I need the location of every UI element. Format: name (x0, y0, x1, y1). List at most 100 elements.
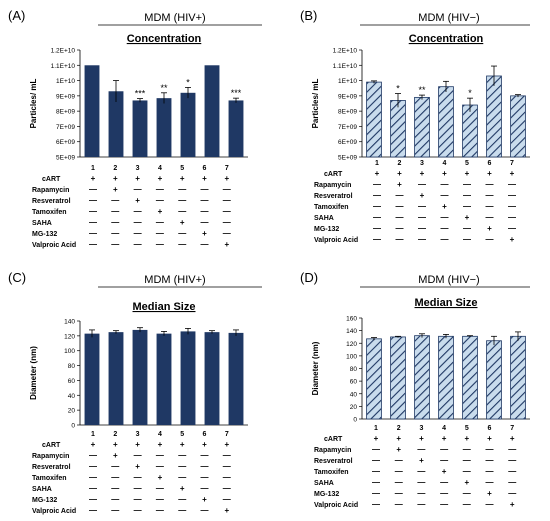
lane-number: 5 (180, 431, 184, 438)
treatment-sign: — (373, 235, 381, 244)
treatment-sign: — (156, 495, 164, 504)
treatment-sign: — (223, 473, 231, 482)
treatment-sign: — (486, 213, 494, 222)
y-tick-label: 7E+09 (338, 124, 357, 131)
y-tick-label: 5E+09 (338, 155, 357, 162)
lane-number: 1 (374, 425, 378, 432)
treatment-label: Rapamycin (32, 187, 69, 194)
lane-number: 1 (91, 165, 95, 172)
y-tick-label: 6E+09 (338, 139, 357, 146)
treatment-sign: — (486, 467, 494, 476)
bar-7 (510, 95, 526, 158)
treatment-sign: — (111, 473, 119, 482)
lane-number: 2 (397, 425, 401, 432)
lane-number: 3 (136, 431, 140, 438)
treatment-sign: — (486, 500, 494, 509)
treatment-sign: + (442, 169, 447, 178)
treatment-sign: + (113, 440, 118, 449)
bar-6 (486, 75, 502, 158)
treatment-sign: — (178, 240, 186, 249)
y-tick-label: 0 (71, 423, 75, 430)
treatment-sign: — (441, 224, 449, 233)
treatment-sign: — (372, 456, 380, 465)
treatment-sign: — (134, 185, 142, 194)
treatment-sign: — (508, 213, 516, 222)
treatment-sign: + (465, 169, 470, 178)
treatment-sign: — (156, 462, 164, 471)
bar-6 (204, 65, 220, 157)
treatment-label: cART (324, 436, 343, 443)
treatment-sign: — (201, 473, 209, 482)
treatment-sign: — (486, 202, 494, 211)
treatment-sign: + (158, 473, 163, 482)
treatment-sign: — (178, 207, 186, 216)
y-tick-label: 1E+10 (56, 78, 75, 85)
treatment-sign: — (372, 478, 380, 487)
treatment-sign: + (464, 478, 469, 487)
treatment-sign: — (463, 456, 471, 465)
treatment-sign: + (113, 174, 118, 183)
y-tick-label: 40 (68, 393, 76, 400)
treatment-sign: — (89, 218, 97, 227)
y-tick-label: 1.1E+10 (333, 63, 358, 70)
treatment-label: Rapamycin (32, 453, 69, 460)
lane-number: 3 (419, 425, 423, 432)
treatment-sign: — (440, 489, 448, 498)
treatment-sign: — (486, 478, 494, 487)
treatment-sign: + (224, 440, 229, 449)
treatment-sign: + (202, 229, 207, 238)
treatment-sign: — (111, 484, 119, 493)
treatment-sign: — (372, 445, 380, 454)
y-tick-label: 120 (346, 341, 357, 348)
lane-number: 7 (510, 425, 514, 432)
treatment-sign: + (158, 174, 163, 183)
treatment-sign: — (396, 224, 404, 233)
treatment-sign: — (508, 445, 516, 454)
treatment-sign: + (135, 174, 140, 183)
treatment-label: Valproic Acid (314, 237, 358, 244)
treatment-sign: + (420, 169, 425, 178)
lane-number: 2 (113, 165, 117, 172)
treatment-sign: + (135, 196, 140, 205)
treatment-sign: — (111, 240, 119, 249)
treatment-label: MG-132 (314, 491, 339, 498)
treatment-sign: — (201, 484, 209, 493)
bar-5 (462, 335, 478, 420)
treatment-sign: + (510, 500, 515, 509)
bar-7 (228, 332, 244, 425)
treatment-sign: — (223, 462, 231, 471)
bar-3 (132, 329, 148, 425)
treatment-sign: — (201, 196, 209, 205)
y-tick-label: 0 (353, 417, 357, 424)
treatment-sign: — (178, 462, 186, 471)
bar-5 (462, 104, 478, 158)
treatment-sign: — (418, 224, 426, 233)
treatment-sign: — (134, 207, 142, 216)
lane-number: 6 (203, 165, 207, 172)
panel-c: (C) MDM (HIV+) Median Size Diameter (nm) 0 20… (8, 270, 262, 515)
chart-title: Concentration (127, 33, 202, 45)
treatment-label: Tamoxifen (32, 209, 67, 216)
panel-header: MDM (HIV−) (418, 274, 479, 286)
treatment-sign: — (111, 506, 119, 515)
treatment-sign: — (223, 196, 231, 205)
y-axis-label: Diameter (nm) (311, 341, 320, 395)
treatment-sign: — (134, 451, 142, 460)
treatment-sign: + (487, 224, 492, 233)
bar-1 (366, 81, 382, 158)
treatment-sign: — (463, 235, 471, 244)
treatment-label: Tamoxifen (314, 469, 349, 476)
treatment-sign: + (420, 191, 425, 200)
treatment-label: Rapamycin (314, 447, 351, 454)
y-tick-label: 100 (64, 348, 75, 355)
treatment-label: Valproic Acid (32, 508, 76, 515)
treatment-sign: — (201, 185, 209, 194)
bar-4 (156, 98, 172, 157)
lane-number: 5 (180, 165, 184, 172)
significance-mark: * (396, 84, 400, 94)
treatment-sign: — (486, 235, 494, 244)
treatment-sign: + (396, 434, 401, 443)
treatment-sign: — (373, 202, 381, 211)
y-tick-label: 120 (64, 333, 75, 340)
lane-number: 3 (136, 165, 140, 172)
